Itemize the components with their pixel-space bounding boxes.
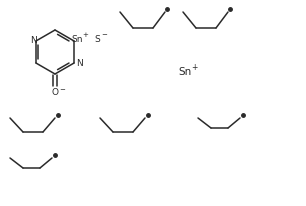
Text: N: N	[31, 35, 37, 44]
Text: Sn: Sn	[71, 34, 83, 43]
Text: N: N	[76, 59, 82, 68]
Text: −: −	[59, 87, 65, 93]
Text: +: +	[191, 62, 197, 71]
Text: Sn: Sn	[178, 67, 192, 77]
Text: +: +	[82, 32, 88, 38]
Text: −: −	[101, 32, 107, 38]
Text: S: S	[94, 34, 100, 43]
Text: O: O	[51, 88, 58, 96]
